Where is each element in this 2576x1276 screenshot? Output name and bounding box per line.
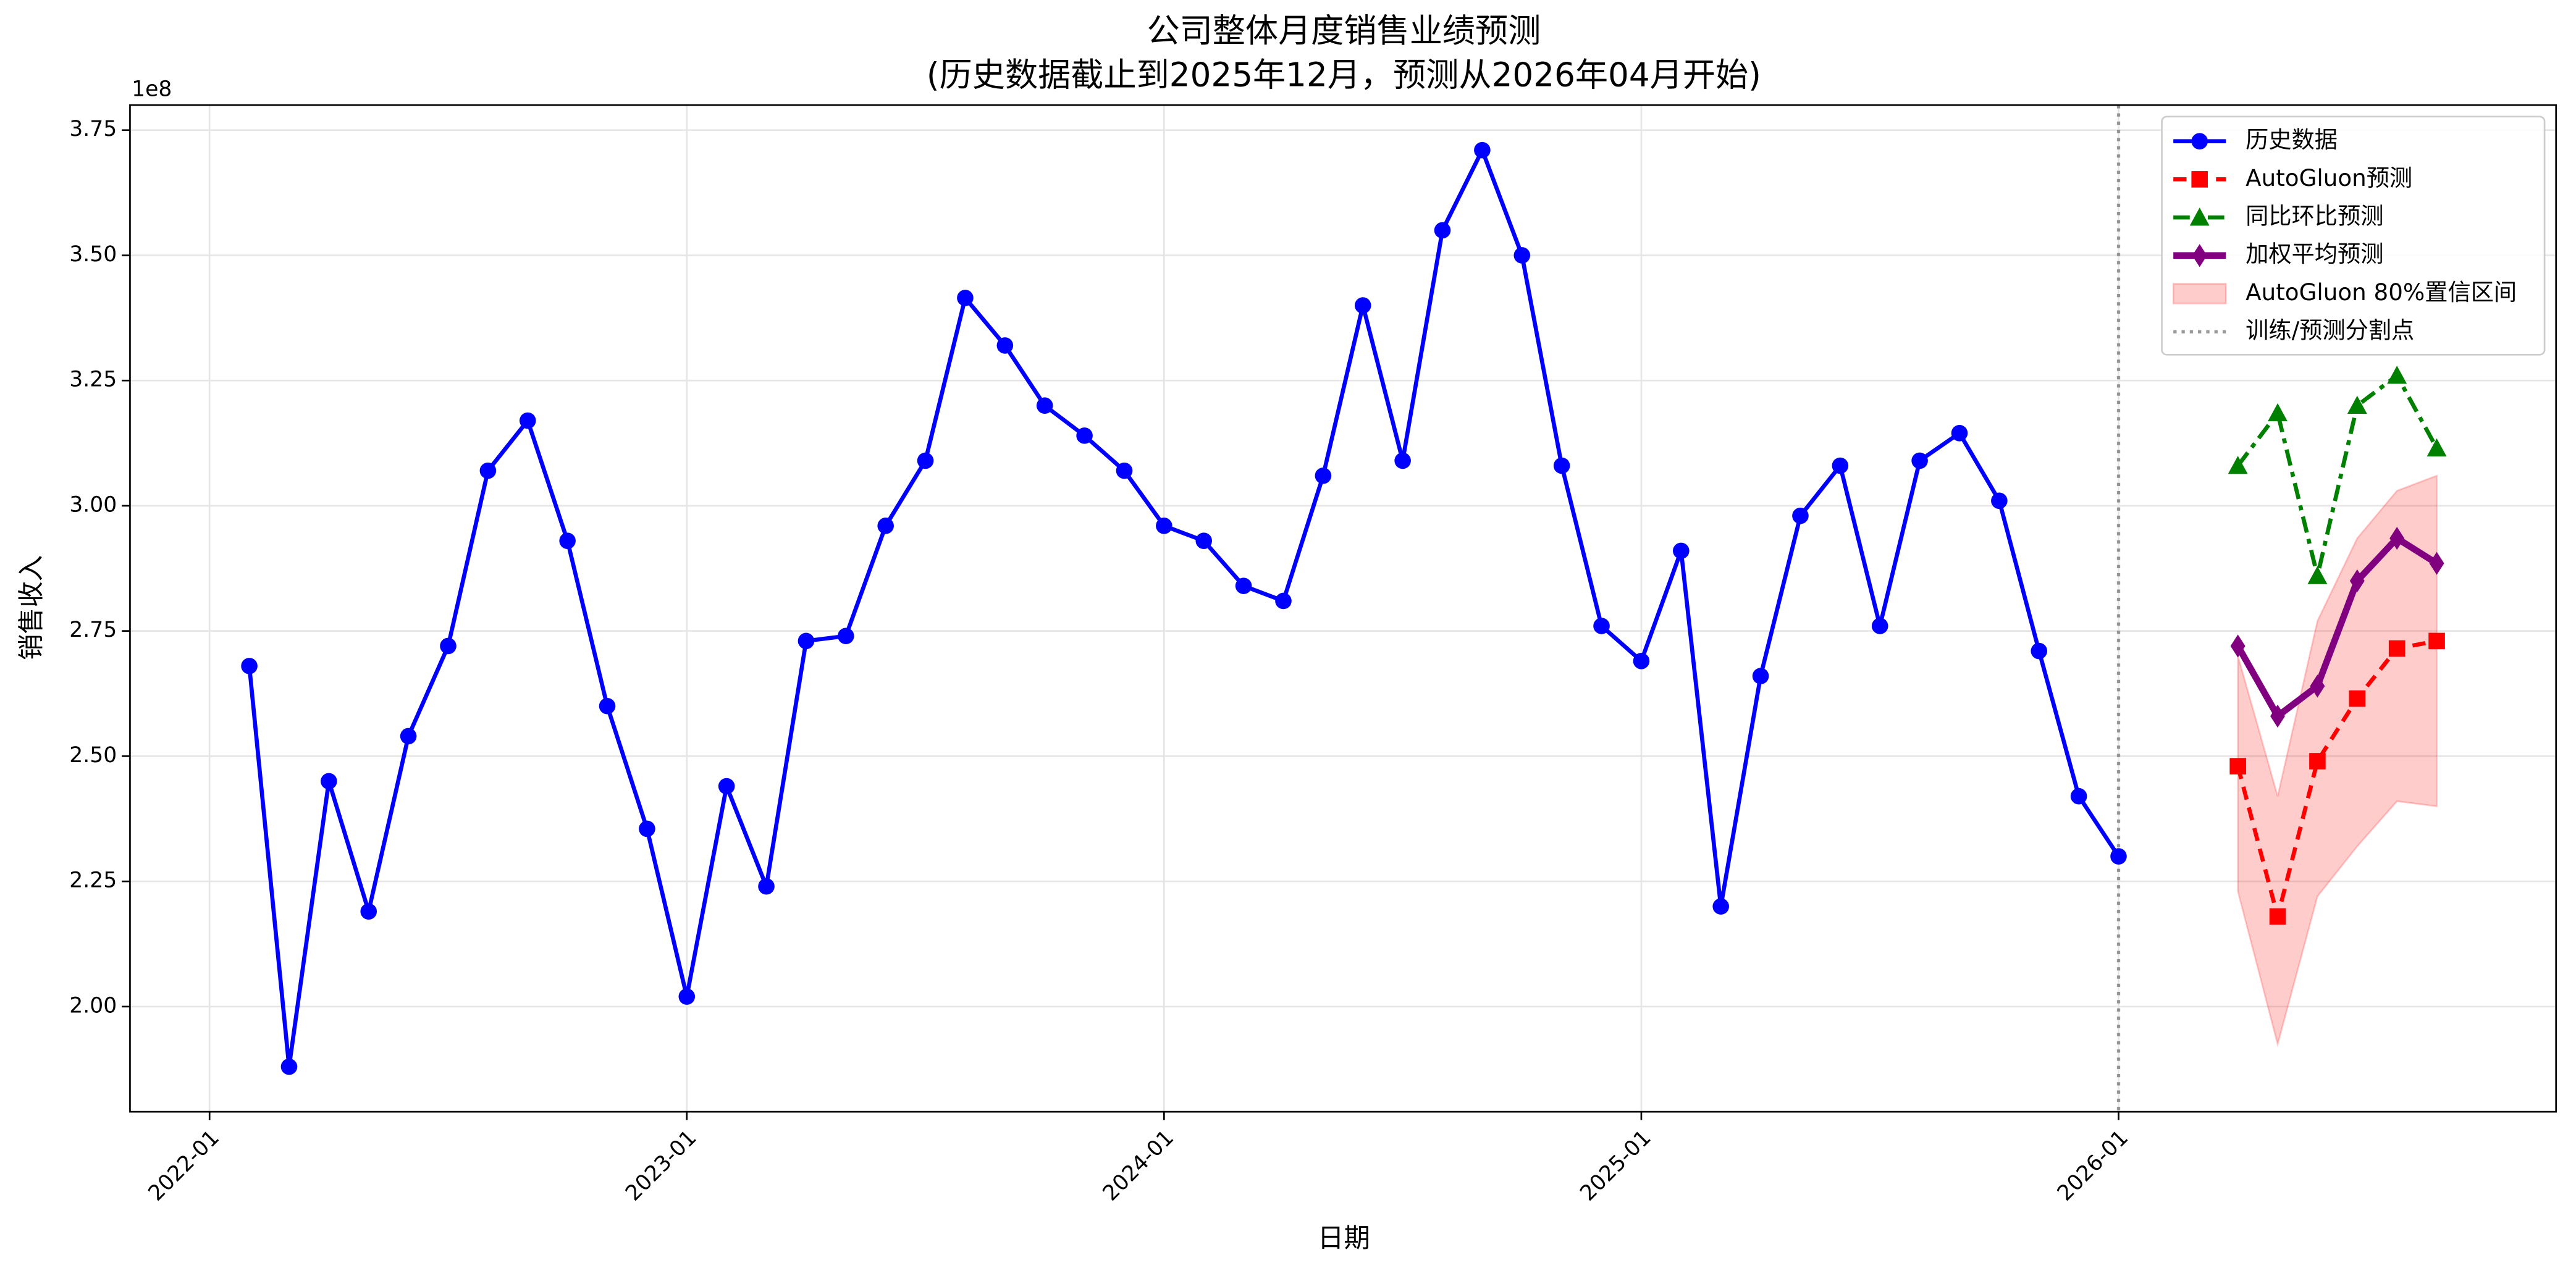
confidence-band (2237, 474, 2438, 1047)
marker (1076, 427, 1093, 444)
legend-label: 训练/预测分割点 (2246, 317, 2414, 344)
plot-frame (129, 104, 2557, 1113)
marker (957, 290, 974, 306)
marker (599, 697, 616, 715)
marker (718, 778, 735, 795)
marker (2270, 704, 2286, 728)
marker (877, 518, 894, 534)
legend-marker (2191, 171, 2208, 188)
marker (1235, 577, 1252, 594)
marker (1275, 592, 1292, 610)
marker (1116, 462, 1133, 479)
marker (2349, 690, 2366, 707)
x-axis-label: 日期 (1318, 1224, 1370, 1254)
marker (321, 773, 337, 790)
legend-label: 历史数据 (2246, 126, 2338, 153)
marker (798, 632, 815, 650)
marker (1633, 652, 1650, 669)
legend-box (2161, 115, 2546, 356)
marker (2307, 566, 2328, 584)
marker (838, 628, 854, 645)
marker (2031, 642, 2048, 660)
marker (758, 878, 775, 895)
series-line (2236, 372, 2439, 577)
y-axis-label: 销售收入 (17, 555, 47, 660)
marker (2347, 395, 2367, 414)
marker (1991, 492, 2008, 510)
marker (1951, 425, 1968, 442)
marker (559, 532, 576, 549)
marker (1315, 467, 1332, 484)
series-line (2235, 534, 2439, 721)
marker (1792, 507, 1809, 524)
marker (917, 452, 934, 469)
marker (2268, 403, 2288, 422)
marker (1752, 668, 1769, 684)
marker (678, 988, 696, 1005)
y-tick-label: 2.25 (69, 868, 117, 893)
marker (360, 903, 377, 920)
y-tick-label: 3.75 (69, 117, 117, 141)
marker (440, 637, 457, 655)
y-tick-label: 2.00 (69, 993, 117, 1018)
series-line (247, 145, 2121, 1067)
marker (2387, 366, 2407, 384)
legend-label: AutoGluon 80%置信区间 (2246, 279, 2517, 306)
marker (639, 820, 655, 837)
y-tick-label: 3.25 (69, 367, 117, 392)
marker (1394, 452, 1411, 469)
legend-marker (2189, 208, 2210, 226)
marker (2427, 438, 2447, 456)
marker (996, 337, 1014, 354)
y-tick-label: 2.50 (69, 743, 117, 768)
y-tick-label: 3.50 (69, 242, 117, 267)
marker (1195, 532, 1213, 549)
marker (2309, 753, 2326, 770)
marker (1036, 397, 1053, 414)
marker (479, 462, 497, 479)
legend-label: 加权平均预测 (2246, 240, 2383, 267)
legend-swatch (2172, 283, 2227, 304)
marker (1354, 297, 1371, 314)
marker (2229, 758, 2246, 774)
marker (2388, 640, 2406, 657)
marker (2110, 848, 2127, 865)
marker (2269, 908, 2286, 925)
offset-label: 1e8 (132, 77, 172, 102)
marker (1871, 618, 1888, 634)
marker (1593, 618, 1610, 634)
y-tick-label: 2.75 (69, 618, 117, 642)
marker (1156, 518, 1172, 534)
marker (1474, 141, 1491, 159)
marker (1553, 457, 1570, 474)
y-tick-label: 3.00 (69, 492, 117, 517)
marker (2428, 632, 2445, 650)
legend-marker (2191, 133, 2208, 149)
marker (1832, 457, 1849, 474)
marker (2070, 787, 2087, 805)
marker (400, 728, 417, 745)
chart-title: 公司整体月度销售业绩预测 (1147, 12, 1541, 50)
marker (280, 1058, 298, 1075)
legend-label: 同比环比预测 (2246, 203, 2383, 230)
chart-subtitle: (历史数据截止到2025年12月，预测从2026年04月开始) (927, 56, 1761, 94)
marker (1911, 452, 1928, 469)
marker (519, 412, 536, 429)
marker (1712, 898, 1729, 915)
legend-label: AutoGluon预测 (2246, 164, 2412, 191)
marker (2230, 634, 2246, 658)
marker (2228, 456, 2248, 474)
marker (2389, 526, 2405, 550)
marker (1513, 247, 1531, 264)
marker (1434, 222, 1451, 239)
legend-marker (2192, 244, 2207, 267)
marker (1673, 542, 1690, 560)
marker (241, 658, 258, 674)
